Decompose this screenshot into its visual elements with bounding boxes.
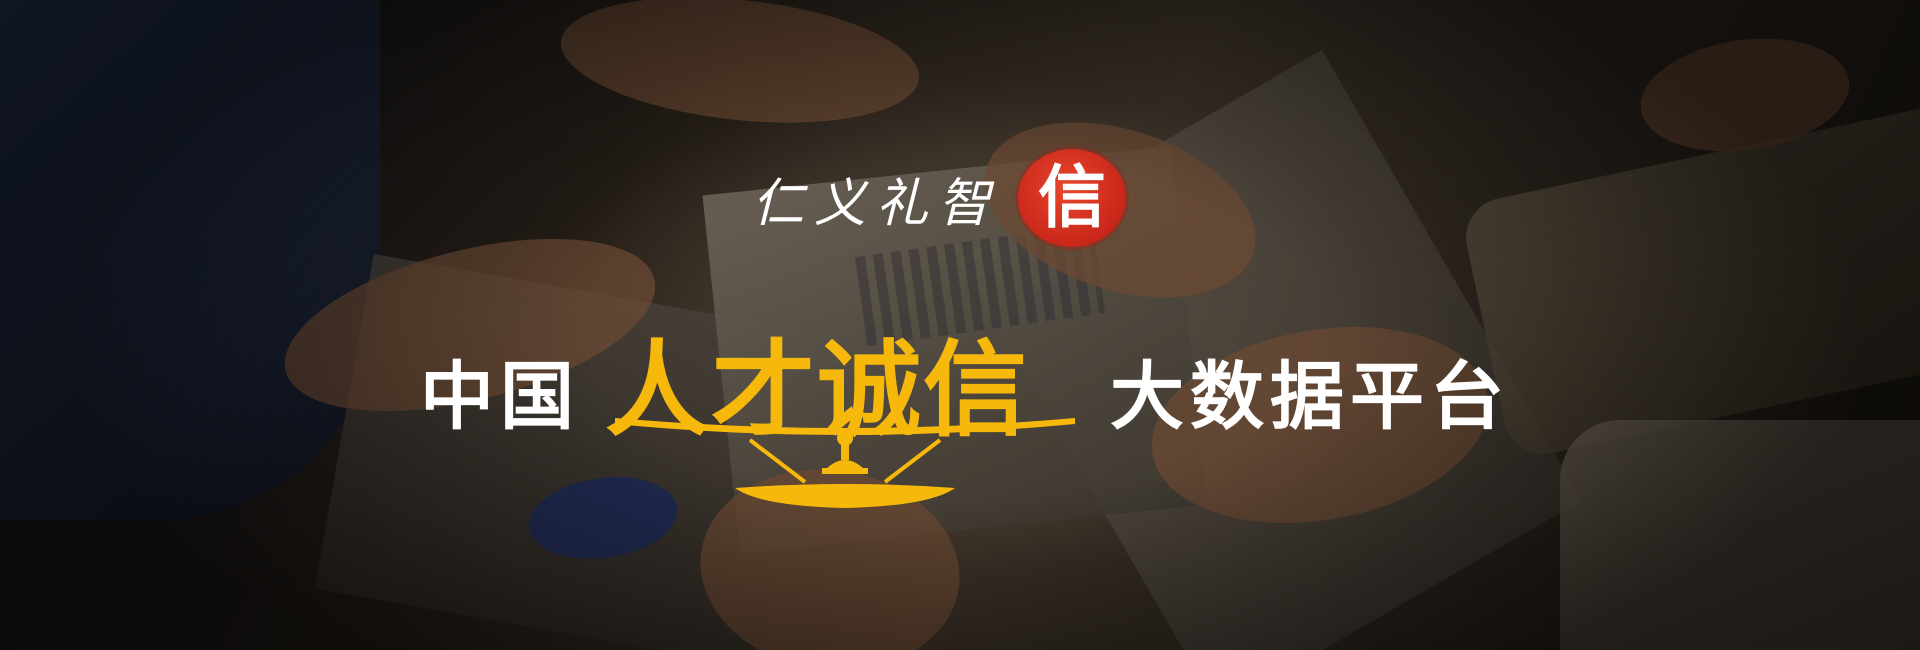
motto-text: 仁义礼智 xyxy=(752,173,1001,234)
background-photo-hand xyxy=(554,0,926,139)
headline-left: 中国 xyxy=(420,354,580,440)
headline-right: 大数据平台 xyxy=(1110,354,1510,440)
background-photo-sleeve xyxy=(1560,420,1920,650)
background-photo-sleeve xyxy=(0,0,380,520)
background-photo-sleeve xyxy=(1458,98,1920,462)
motto-row: 仁义礼智 信 xyxy=(752,149,1127,247)
headline: 中国 人才诚信 大数据平台 xyxy=(410,305,1510,508)
balance-scale-icon xyxy=(615,418,1075,508)
background-photo-hand xyxy=(1633,25,1857,165)
seal-character: 信 xyxy=(1038,158,1107,238)
seal-stamp-icon: 信 xyxy=(1018,149,1127,247)
